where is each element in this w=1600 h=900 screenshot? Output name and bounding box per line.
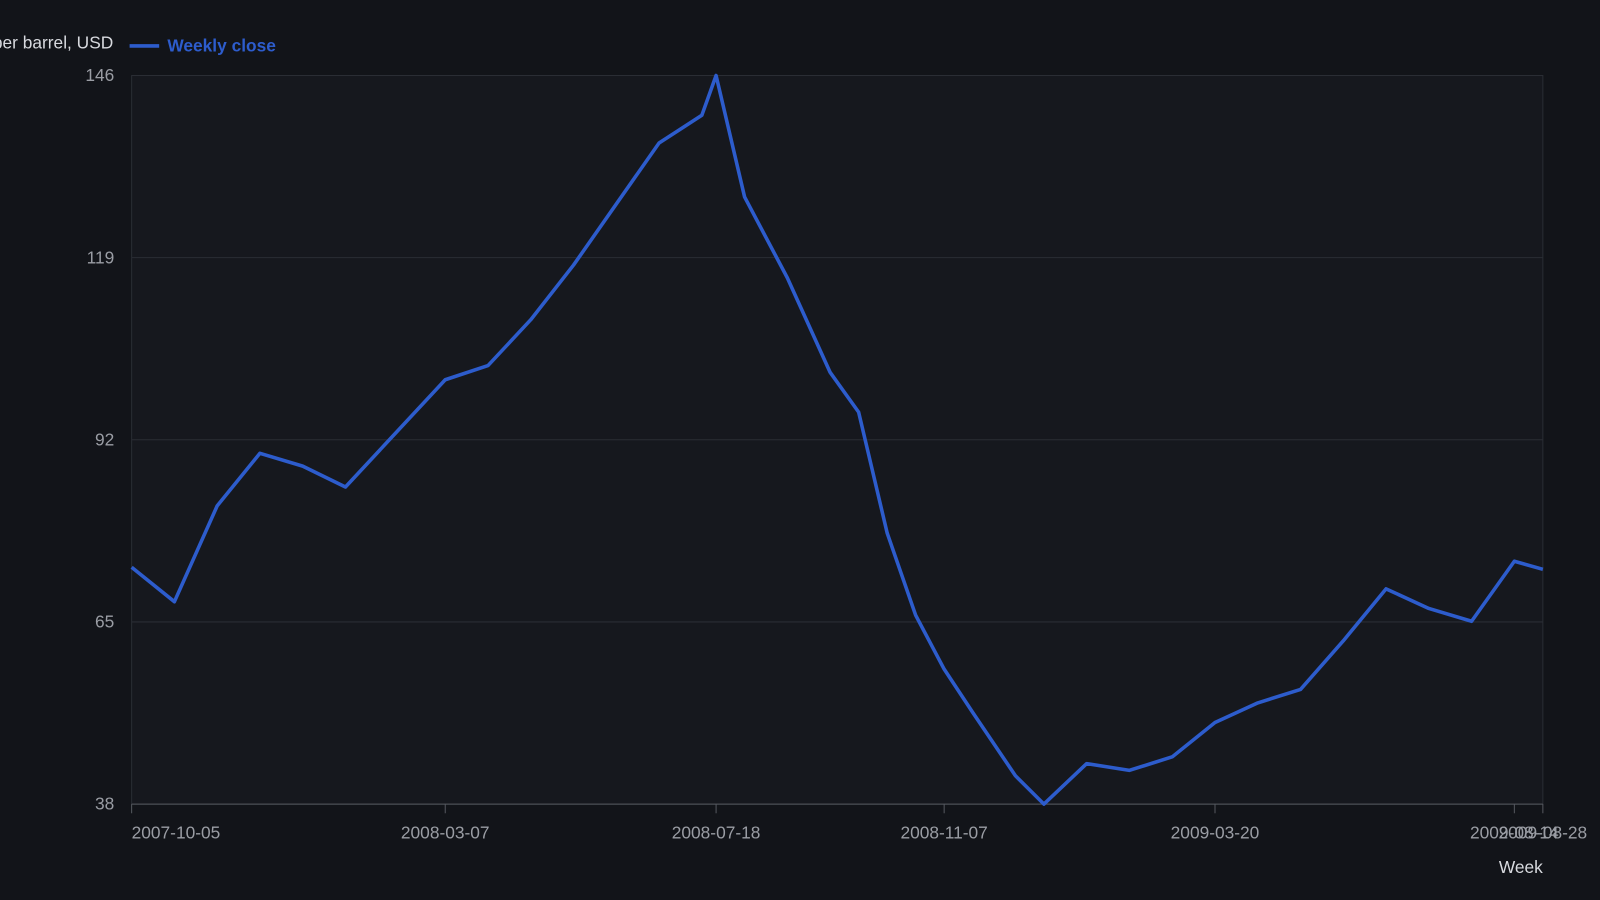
y-tick-label: 119 <box>87 247 115 267</box>
x-tick-label: 2008-07-18 <box>672 822 761 842</box>
y-tick-label: 92 <box>95 429 114 449</box>
x-tick-label: 2008-11-07 <box>900 822 987 842</box>
data-line <box>130 73 1544 806</box>
legend-label: Weekly close <box>167 36 276 56</box>
x-tick-label: 2009-08-28 <box>1499 822 1588 842</box>
y-tick-label: 65 <box>95 612 114 632</box>
y-tick-label: 38 <box>95 794 114 814</box>
x-tick-label: 2009-03-20 <box>1171 822 1260 842</box>
y-tick-label: 146 <box>85 65 114 85</box>
x-tick-label: 2009-08-14 <box>1470 822 1559 842</box>
x-tick-label: 2008-03-07 <box>401 822 490 842</box>
x-axis-label: Week <box>1499 857 1543 877</box>
x-tick-label: 2007-10-05 <box>132 822 221 842</box>
y-axis-label: Price per barrel, USD <box>0 32 113 52</box>
